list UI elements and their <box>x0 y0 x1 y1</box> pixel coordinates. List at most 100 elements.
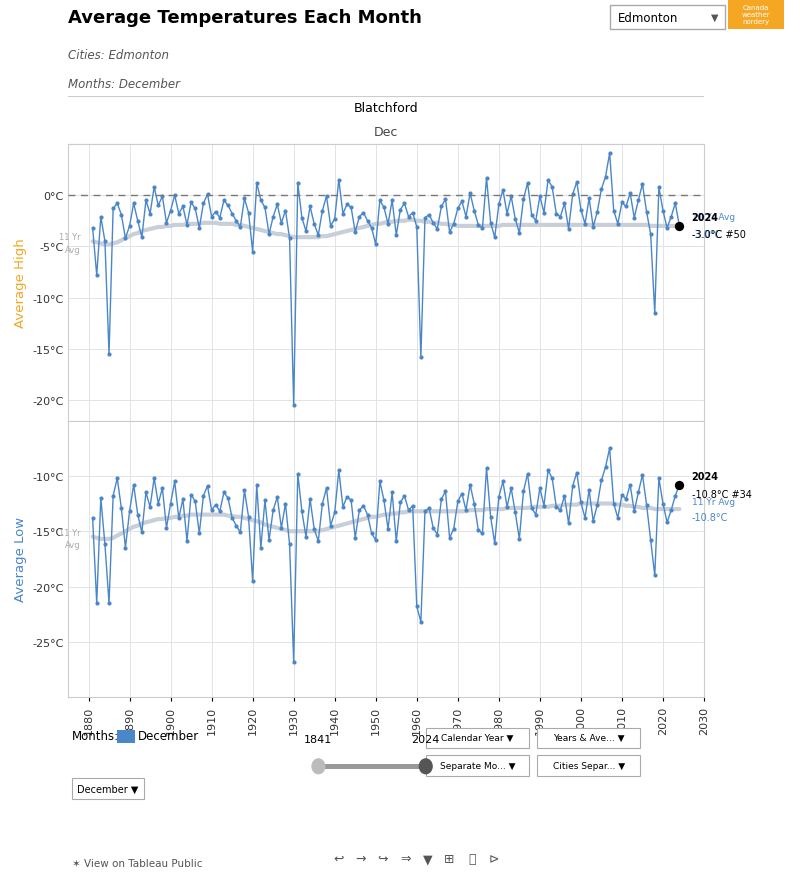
Point <box>206 503 218 517</box>
Point <box>266 210 279 224</box>
Point <box>394 203 406 217</box>
Text: Average Temperatures Each Month: Average Temperatures Each Month <box>68 9 422 27</box>
Point <box>275 216 288 230</box>
Point <box>611 217 624 231</box>
Text: 11 Yr: 11 Yr <box>58 233 80 242</box>
Point <box>653 471 666 486</box>
Point <box>291 176 304 190</box>
Point <box>370 533 382 548</box>
Point <box>168 189 181 203</box>
Point <box>98 235 111 249</box>
Point <box>254 541 267 556</box>
Point <box>591 498 604 512</box>
Point <box>197 489 210 503</box>
Y-axis label: Average High: Average High <box>14 238 27 328</box>
Point <box>587 221 600 235</box>
Point <box>497 475 510 489</box>
Text: Years & Ave... ▼: Years & Ave... ▼ <box>553 734 625 742</box>
Point <box>628 212 641 226</box>
Point <box>378 201 390 215</box>
Text: Avg: Avg <box>65 245 80 254</box>
Text: Canada
weather
nordery: Canada weather nordery <box>742 5 770 25</box>
Point <box>394 496 406 510</box>
Point <box>582 192 595 206</box>
Point <box>607 204 620 218</box>
Point <box>283 538 296 552</box>
Point <box>587 515 600 529</box>
Point <box>460 503 473 517</box>
Point <box>558 197 571 211</box>
Text: ⤢: ⤢ <box>468 852 476 865</box>
Point <box>295 212 308 226</box>
Point <box>526 208 538 222</box>
Point <box>455 487 468 501</box>
Point <box>185 196 198 210</box>
Point <box>119 541 132 556</box>
Point <box>640 206 653 220</box>
Point <box>640 498 653 512</box>
Point <box>566 479 579 494</box>
Point <box>206 210 218 224</box>
Point <box>562 517 575 531</box>
Point <box>279 204 292 218</box>
Point <box>644 228 657 242</box>
Point <box>554 503 566 517</box>
Point <box>349 531 362 545</box>
Point <box>201 188 214 202</box>
Point <box>439 193 452 207</box>
Point <box>382 522 394 536</box>
Point <box>230 519 242 533</box>
Point <box>304 200 317 214</box>
Point <box>472 524 485 538</box>
Point <box>505 481 518 495</box>
Point <box>275 521 288 535</box>
Point <box>115 208 128 222</box>
Point <box>632 486 645 500</box>
Text: 1841: 1841 <box>304 734 333 744</box>
Point <box>603 441 616 455</box>
Point <box>488 231 501 245</box>
Text: December: December <box>138 729 199 742</box>
Point <box>366 526 378 540</box>
Point <box>160 521 173 535</box>
Point <box>123 505 136 519</box>
Text: Cities Separ... ▼: Cities Separ... ▼ <box>553 761 625 770</box>
Point <box>320 190 333 204</box>
Text: ▼: ▼ <box>711 13 718 23</box>
Point <box>370 238 382 253</box>
Point <box>250 176 263 190</box>
Point <box>111 471 124 486</box>
Point <box>526 501 538 516</box>
Point <box>476 222 489 236</box>
Point <box>550 501 562 515</box>
Text: -3.0°C #50: -3.0°C #50 <box>692 229 746 240</box>
Point <box>312 534 325 548</box>
Point <box>349 226 362 240</box>
Text: Avg: Avg <box>65 540 80 549</box>
Point <box>172 511 185 525</box>
Text: →: → <box>355 852 366 865</box>
Point <box>337 207 350 222</box>
Point <box>181 219 194 233</box>
Text: ⇒: ⇒ <box>400 852 410 865</box>
Text: 2024: 2024 <box>692 213 718 222</box>
Point <box>517 193 530 207</box>
Point <box>308 522 321 536</box>
Point <box>210 498 222 512</box>
Point <box>673 220 686 234</box>
Point <box>271 198 284 213</box>
Point <box>189 494 202 509</box>
Point <box>386 194 398 208</box>
Point <box>139 194 152 208</box>
Point <box>582 484 595 498</box>
Point <box>222 492 234 506</box>
Point <box>451 494 464 509</box>
Point <box>366 222 378 236</box>
Point <box>534 481 546 495</box>
Point <box>574 203 587 217</box>
Point <box>611 511 624 525</box>
Text: Months:: Months: <box>72 729 119 742</box>
Point <box>505 190 518 204</box>
Point <box>426 521 439 535</box>
Point <box>574 496 587 510</box>
